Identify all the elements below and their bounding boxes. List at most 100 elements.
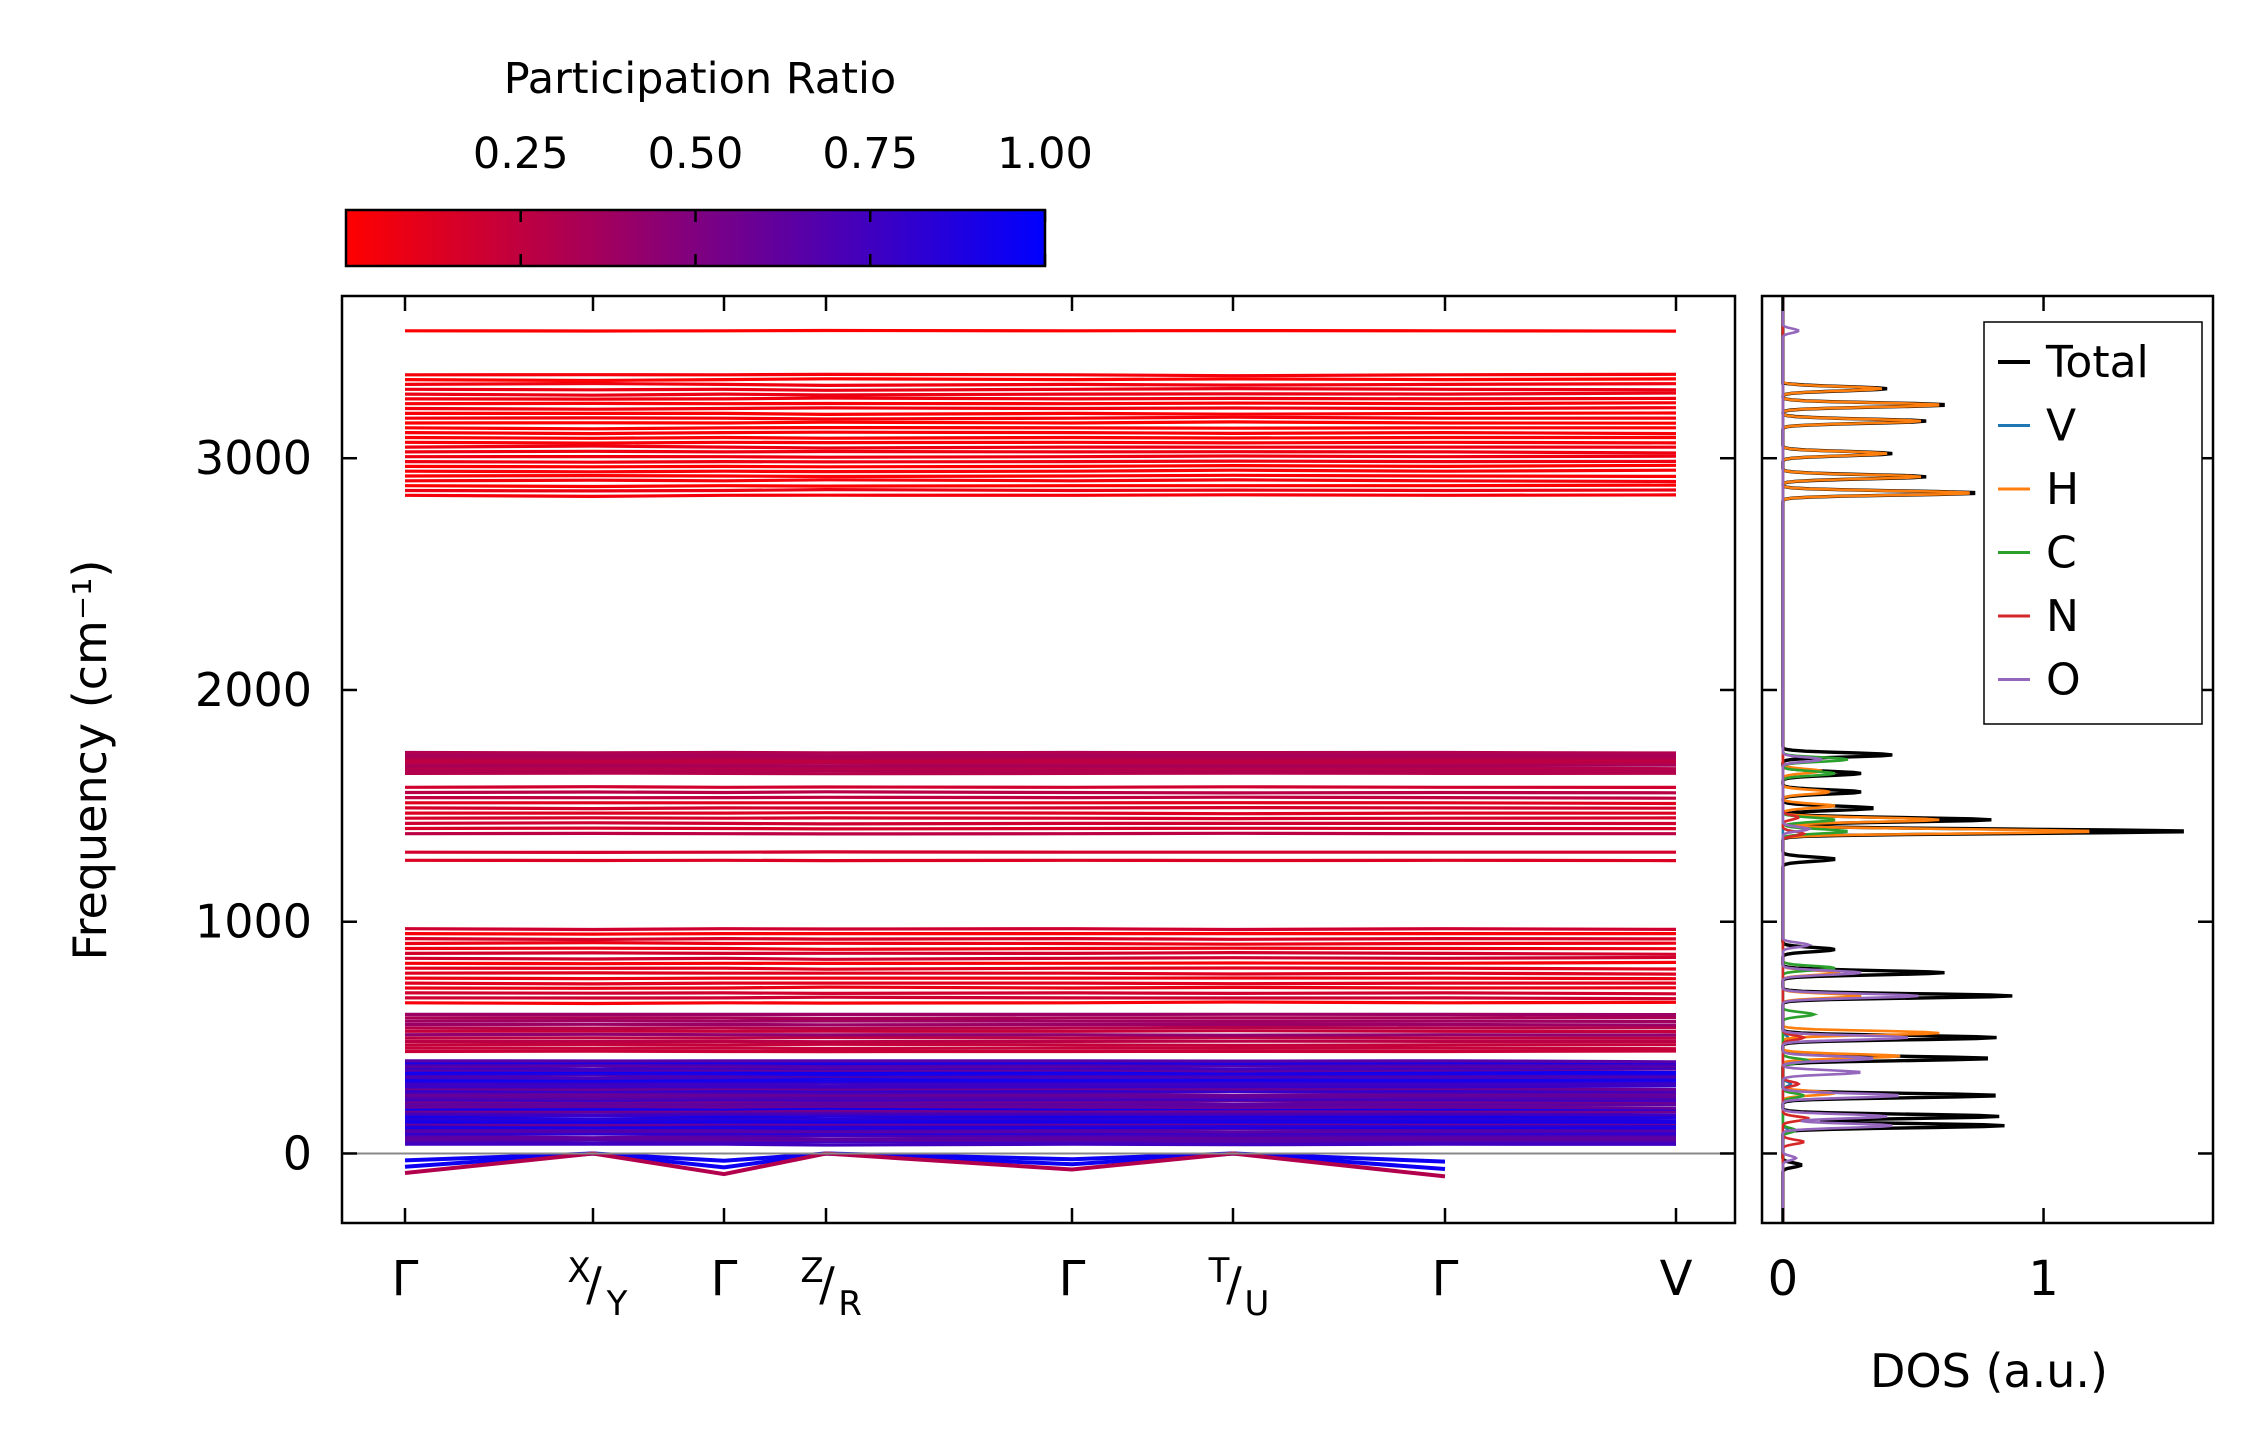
legend-label: N — [2046, 591, 2079, 642]
phonon-band-line — [405, 801, 1677, 806]
legend-label: V — [2046, 401, 2076, 452]
legend-frame — [1983, 321, 2203, 725]
band-y-axis-label: Frequency (cm⁻¹) — [63, 560, 117, 961]
phonon-band-line — [404, 831, 1676, 836]
phonon-band-line — [404, 955, 1677, 961]
phonon-band-line — [404, 473, 1677, 479]
phonon-band-line — [404, 821, 1677, 826]
phonon-band-line — [404, 1049, 1677, 1054]
phonon-band-line — [404, 1121, 1677, 1127]
colorbar-ticks: 0.25 0.50 0.75 1.00 — [473, 129, 1093, 266]
phonon-band-line — [404, 1094, 1677, 1099]
phonon-band-line — [405, 411, 1677, 417]
k-point-label: V — [1660, 1251, 1693, 1307]
phonon-band-line — [404, 790, 1677, 795]
phonon-band-line — [404, 430, 1677, 436]
phonon-band-line — [404, 396, 1677, 401]
phonon-band-line — [404, 425, 1676, 431]
phonon-band-line — [404, 758, 1677, 763]
dos-x-tick-label: 0 — [1768, 1251, 1799, 1307]
phonon-band-line — [404, 826, 1677, 831]
phonon-band-line — [404, 1069, 1677, 1075]
phonon-band-line — [404, 1032, 1677, 1037]
phonon-band-line — [404, 406, 1677, 411]
phonon-band-line — [404, 391, 1677, 397]
phonon-band-line — [404, 1079, 1677, 1083]
phonon-band-line — [404, 420, 1677, 425]
dos-axes-frame — [1760, 294, 2215, 1225]
colorbar-title: Participation Ratio — [504, 54, 897, 104]
phonon-band-line — [404, 1106, 1676, 1111]
phonon-band-line — [404, 440, 1677, 445]
phonon-band-line — [404, 1130, 1677, 1136]
k-point-label-slash: / — [1226, 1257, 1242, 1311]
dos-curve-o — [1781, 296, 1919, 1223]
y-tick-label: 2000 — [195, 663, 312, 717]
legend-label: O — [2046, 655, 2081, 706]
phonon-band-line — [404, 927, 1677, 932]
phonon-band-line — [404, 415, 1677, 421]
phonon-band-line — [404, 1018, 1677, 1024]
k-point-label: Γ — [1059, 1251, 1086, 1307]
colorbar-tick-label: 0.75 — [822, 129, 918, 179]
phonon-band-line — [404, 995, 1677, 1001]
legend-label: Total — [2045, 337, 2149, 388]
phonon-band-line — [404, 459, 1677, 464]
k-point-label: Γ — [711, 1251, 738, 1307]
phonon-band-line — [404, 1109, 1677, 1114]
phonon-band-line — [404, 1066, 1677, 1071]
k-point-label-slash: / — [819, 1257, 835, 1311]
phonon-band-line — [404, 763, 1677, 768]
phonon-band-line — [404, 966, 1677, 971]
phonon-band-line — [404, 932, 1676, 936]
phonon-band-line — [404, 435, 1676, 440]
y-tick-label: 1000 — [195, 895, 312, 949]
y-tick-label: 3000 — [195, 431, 312, 485]
phonon-band-line — [404, 976, 1677, 981]
phonon-band-line — [404, 444, 1677, 450]
y-tick-label: 0 — [283, 1126, 312, 1180]
phonon-band-line — [404, 850, 1676, 855]
phonon-band-line — [404, 950, 1677, 956]
phonon-band-line — [404, 936, 1677, 942]
phonon-band-line — [404, 1139, 1677, 1145]
phonon-band-line — [404, 381, 1677, 388]
phonon-band-line — [404, 769, 1677, 773]
phonon-band-line — [404, 1000, 1677, 1006]
k-point-label-sup: T — [1208, 1251, 1230, 1291]
dos-curves — [1781, 296, 2184, 1223]
colorbar-tick-label: 1.00 — [997, 129, 1093, 179]
legend-label: C — [2046, 528, 2077, 579]
phonon-band-line — [404, 761, 1677, 765]
phonon-band-line — [404, 1025, 1677, 1031]
phonon-band-line — [404, 971, 1677, 976]
phonon-band-line — [404, 483, 1677, 489]
phonon-band-line — [404, 468, 1677, 474]
phonon-band-line — [404, 372, 1677, 378]
phonon-band-line — [404, 1035, 1677, 1040]
band-y-axis: 0 1000 2000 3000 — [195, 431, 1735, 1180]
k-point-label-sub: U — [1245, 1284, 1270, 1324]
phonon-band-line — [404, 386, 1677, 392]
phonon-band-line — [404, 940, 1677, 946]
dos-x-axis-label: DOS (a.u.) — [1870, 1344, 2108, 1398]
phonon-band-line — [405, 811, 1677, 816]
phonon-band-line — [404, 991, 1677, 996]
phonon-band-line — [404, 785, 1677, 789]
phonon-band-line — [404, 487, 1677, 493]
k-point-label: Γ — [1432, 1251, 1459, 1307]
band-x-axis: Γ X/Y Γ Z/R Γ T/U Γ V — [392, 296, 1693, 1324]
k-point-label: Γ — [392, 1251, 419, 1307]
phonon-band-line — [404, 1082, 1677, 1088]
phonon-band-line — [404, 1022, 1677, 1027]
phonon-band-line — [404, 1125, 1677, 1130]
phonon-band-line — [404, 1046, 1677, 1051]
phonon-band-line — [404, 377, 1677, 383]
dos-x-tick-label: 1 — [2028, 1251, 2059, 1307]
k-point-label-sub: R — [838, 1284, 862, 1324]
phonon-band-line — [404, 449, 1677, 455]
phonon-band-line — [404, 1112, 1677, 1118]
